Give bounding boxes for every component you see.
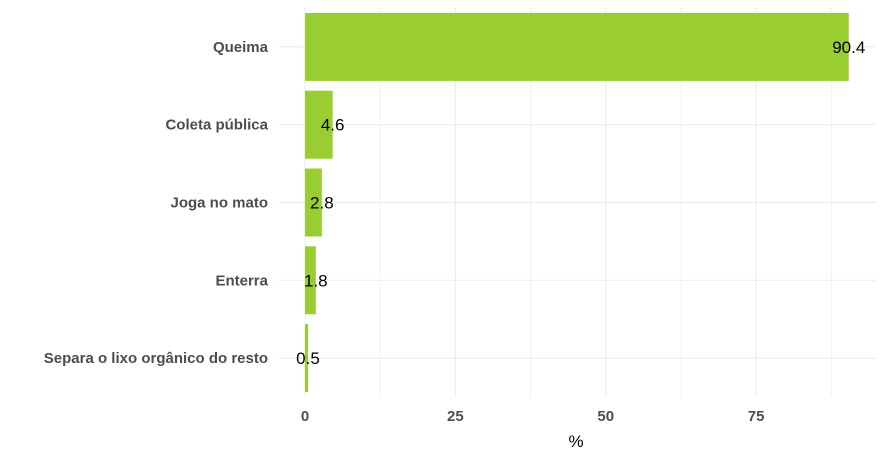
x-tick-label: 75 [748, 408, 765, 425]
bars-group [305, 12, 849, 393]
category-label: Separa o lixo orgânico do resto [44, 350, 268, 367]
x-axis-ticks: 0 25 50 75 [301, 408, 765, 425]
x-axis-title: % [568, 432, 583, 451]
bar [305, 90, 333, 159]
category-label: Joga no mato [170, 195, 268, 212]
data-label: 2.8 [310, 194, 334, 213]
x-tick-label: 0 [301, 408, 309, 425]
bar [305, 246, 316, 315]
category-labels: Queima Coleta pública Joga no mato Enterra S… [44, 39, 269, 367]
x-tick-label: 25 [447, 408, 464, 425]
data-label: 4.6 [321, 116, 345, 135]
data-label: 0.5 [296, 349, 320, 368]
bar [305, 324, 309, 393]
data-labels-group: 90.4 4.6 2.8 1.8 0.5 [296, 38, 865, 368]
bar [305, 168, 322, 237]
category-label: Coleta pública [165, 117, 268, 134]
bar [305, 12, 849, 81]
data-label: 1.8 [304, 271, 328, 290]
category-label: Enterra [215, 272, 268, 289]
category-label: Queima [213, 39, 269, 56]
x-tick-label: 50 [597, 408, 614, 425]
data-label: 90.4 [832, 38, 865, 57]
